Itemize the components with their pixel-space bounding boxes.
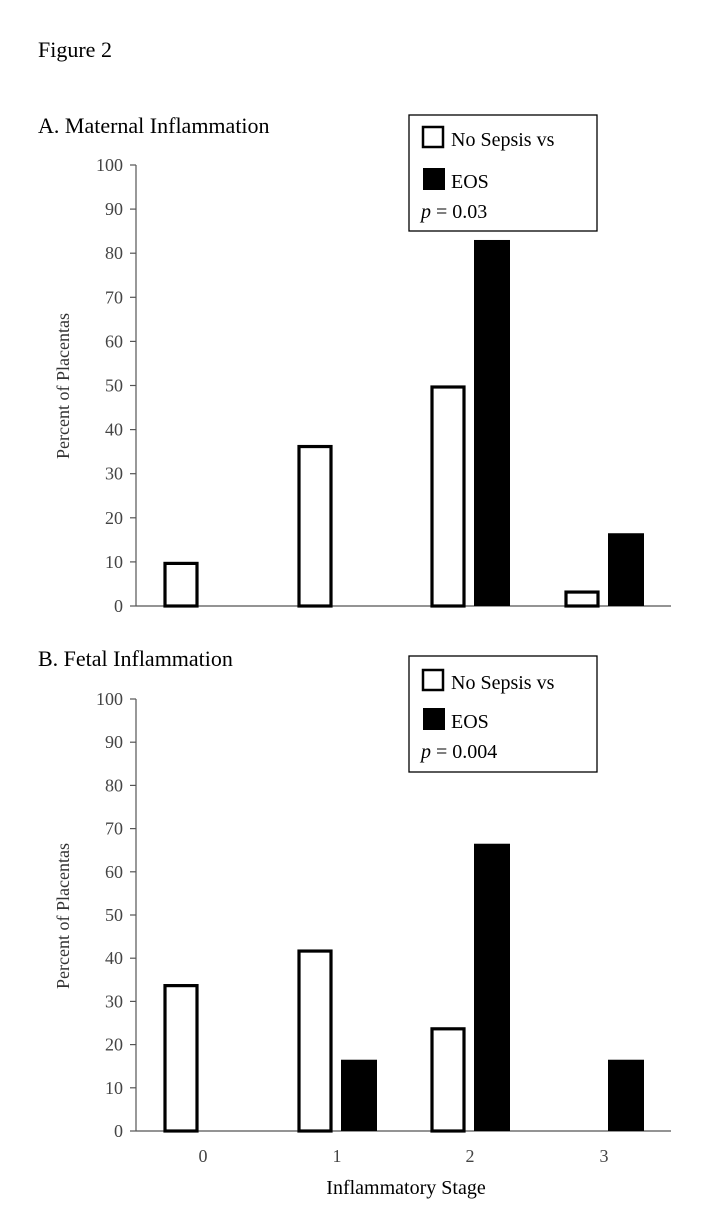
bar-eos [608, 1059, 644, 1131]
y-tick-label: 0 [114, 596, 123, 616]
bar-eos [341, 1059, 377, 1131]
y-tick-label: 0 [114, 1121, 123, 1141]
legend-label-eos: EOS [451, 171, 489, 193]
y-tick-label: 10 [105, 552, 123, 572]
x-tick-labels: 0 1 2 3 [199, 1146, 609, 1166]
y-tick-label: 40 [105, 420, 123, 440]
bar-no-sepsis [564, 590, 600, 608]
legend-swatch-no-sepsis [421, 125, 445, 149]
y-axis-label-maternal: Percent of Placentas [53, 313, 73, 459]
legend-swatch-no-sepsis [421, 668, 445, 692]
p-value-text: = 0.004 [431, 741, 497, 763]
y-tick-label: 90 [105, 732, 123, 752]
y-tick-label: 70 [105, 819, 123, 839]
x-tick-label: 2 [466, 1146, 475, 1166]
legend-swatch-eos [423, 708, 445, 730]
y-tick-label: 60 [105, 331, 123, 351]
bar-no-sepsis [430, 385, 466, 608]
y-tick-label: 10 [105, 1078, 123, 1098]
p-symbol: p [419, 741, 431, 763]
bar-eos [474, 239, 510, 606]
p-symbol: p [419, 201, 431, 223]
x-tick-label: 0 [199, 1146, 208, 1166]
chart-maternal-inflammation: A. Maternal Inflammation Percent of Plac… [38, 113, 671, 616]
bar-no-sepsis [163, 984, 199, 1133]
legend-fetal: No Sepsis vs EOS p = 0.004 [408, 655, 598, 773]
legend-p-value: p = 0.03 [419, 201, 487, 223]
y-tick-label: 80 [105, 243, 123, 263]
legend-label-no-sepsis: No Sepsis vs [451, 672, 555, 694]
y-tick-label: 100 [96, 689, 123, 709]
legend-label-eos: EOS [451, 711, 489, 733]
legend-swatch-eos [423, 168, 445, 190]
legend-p-value: p = 0.004 [419, 741, 497, 763]
y-tick-label: 90 [105, 199, 123, 219]
y-tick-label: 70 [105, 287, 123, 307]
y-tick-label: 50 [105, 905, 123, 925]
bar-eos [474, 843, 510, 1131]
chart-fetal-inflammation: B. Fetal Inflammation Percent of Placent… [38, 646, 671, 1141]
y-tick-label: 100 [96, 155, 123, 175]
x-tick-label: 3 [600, 1146, 609, 1166]
bar-eos [608, 533, 644, 606]
bars-maternal [163, 239, 644, 608]
y-tick-label: 20 [105, 508, 123, 528]
y-axis-fetal: 0 10 20 30 40 50 60 70 80 90 100 [96, 689, 137, 1141]
p-value-text: = 0.03 [431, 201, 487, 223]
y-tick-label: 30 [105, 464, 123, 484]
x-tick-label: 1 [333, 1146, 342, 1166]
legend-label-no-sepsis: No Sepsis vs [451, 129, 555, 151]
bar-no-sepsis [163, 561, 199, 608]
bar-no-sepsis [297, 949, 333, 1133]
y-axis-label-fetal: Percent of Placentas [53, 843, 73, 989]
bars-fetal [163, 843, 644, 1133]
chart-title-fetal: B. Fetal Inflammation [38, 646, 233, 671]
legend-maternal: No Sepsis vs EOS p = 0.03 [408, 114, 598, 232]
y-tick-label: 50 [105, 376, 123, 396]
y-tick-label: 20 [105, 1035, 123, 1055]
y-axis-maternal: 0 10 20 30 40 50 60 70 80 90 100 [96, 155, 137, 616]
y-tick-label: 80 [105, 775, 123, 795]
x-axis-label: Inflammatory Stage [326, 1177, 486, 1199]
y-tick-label: 40 [105, 948, 123, 968]
bar-no-sepsis [430, 1027, 466, 1133]
y-tick-label: 30 [105, 991, 123, 1011]
bar-no-sepsis [297, 444, 333, 608]
chart-title-maternal: A. Maternal Inflammation [38, 113, 270, 138]
figure-label: Figure 2 [38, 37, 112, 62]
y-tick-label: 60 [105, 862, 123, 882]
